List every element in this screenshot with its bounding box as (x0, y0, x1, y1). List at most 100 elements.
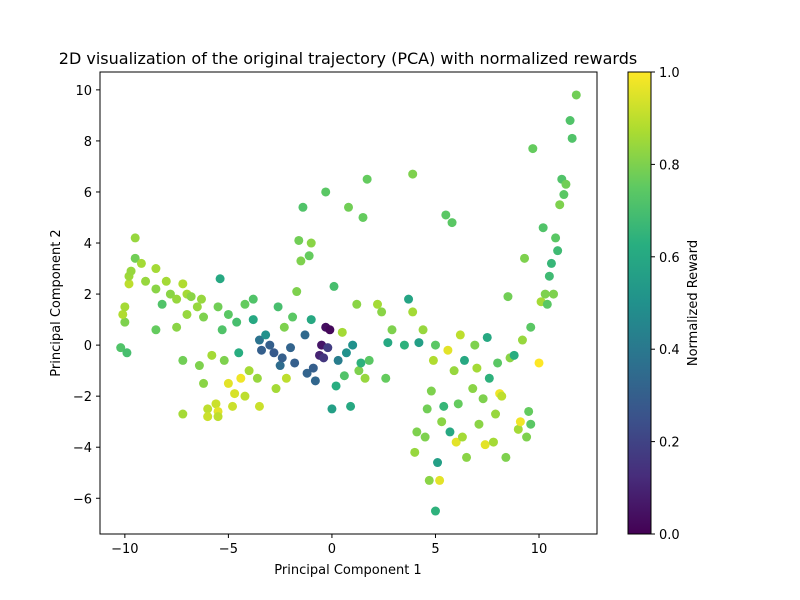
scatter-point-28 (196, 294, 206, 304)
scatter-point-15 (157, 299, 167, 309)
scatter-point-180 (567, 133, 577, 143)
x-axis: −10 −5 0 5 10 (111, 534, 547, 557)
y-tick-label: −6 (73, 492, 92, 507)
scatter-point-30 (199, 312, 209, 322)
scatter-point-96 (348, 340, 358, 350)
x-tick-label: 5 (431, 542, 439, 557)
scatter-point-65 (281, 373, 291, 383)
scatter-point-171 (546, 258, 556, 268)
scatter-point-37 (213, 302, 223, 312)
colorbar: 0.0 0.2 0.4 0.6 0.8 1.0 Normalized Reward (627, 66, 701, 543)
scatter-point-133 (451, 437, 461, 447)
points-layer (116, 90, 581, 516)
scatter-point-175 (555, 200, 565, 210)
x-tick-label: 10 (531, 542, 548, 557)
scatter-point-125 (435, 475, 445, 485)
scatter-point-2 (120, 317, 130, 327)
scatter-point-40 (219, 355, 229, 365)
scatter-point-121 (428, 355, 438, 365)
scatter-point-102 (362, 174, 372, 184)
scatter-point-23 (178, 355, 188, 365)
scatter-point-33 (207, 350, 217, 360)
scatter-point-105 (377, 307, 387, 317)
scatter-point-85 (325, 325, 335, 335)
scatter-point-82 (319, 353, 329, 363)
scatter-point-66 (286, 343, 296, 353)
scatter-point-74 (302, 368, 312, 378)
scatter-point-1 (122, 348, 132, 358)
scatter-point-168 (540, 289, 550, 299)
scatter-point-107 (383, 338, 393, 348)
scatter-point-137 (459, 355, 469, 365)
y-tick-label: −2 (73, 390, 92, 405)
scatter-point-77 (306, 315, 316, 325)
scatter-point-124 (433, 458, 443, 468)
scatter-point-155 (509, 350, 519, 360)
scatter-point-113 (410, 447, 420, 457)
scatter-point-170 (544, 271, 554, 281)
scatter-point-48 (240, 299, 250, 309)
scatter-point-115 (414, 338, 424, 348)
scatter-point-50 (244, 366, 254, 376)
scatter-point-151 (497, 391, 507, 401)
scatter-point-157 (515, 417, 525, 427)
scatter-point-106 (381, 373, 391, 383)
scatter-point-146 (484, 373, 494, 383)
scatter-point-84 (323, 343, 333, 353)
scatter-point-8 (130, 253, 140, 263)
scatter-point-103 (364, 355, 374, 365)
scatter-point-34 (211, 399, 221, 409)
scatter-point-164 (528, 144, 538, 154)
colorbar-tick-label: 0.4 (659, 343, 680, 358)
scatter-point-149 (493, 358, 503, 368)
scatter-point-14 (151, 325, 161, 335)
y-tick-label: 6 (84, 186, 92, 201)
scatter-point-31 (203, 404, 213, 414)
scatter-point-5 (124, 279, 134, 289)
scatter-point-55 (257, 345, 267, 355)
scatter-point-178 (561, 179, 571, 189)
scatter-point-147 (488, 437, 498, 447)
scatter-point-162 (526, 322, 536, 332)
scatter-point-145 (482, 332, 492, 342)
scatter-point-20 (178, 279, 188, 289)
scatter-point-97 (352, 299, 362, 309)
x-tick-label: 0 (328, 542, 336, 557)
scatter-point-116 (418, 325, 428, 335)
scatter-point-160 (522, 432, 532, 442)
scatter-point-7 (126, 266, 136, 276)
colorbar-tick-label: 0.2 (659, 436, 680, 451)
scatter-point-112 (408, 307, 418, 317)
scatter-point-25 (186, 292, 196, 302)
scatter-point-47 (236, 373, 246, 383)
scatter-point-68 (290, 358, 300, 368)
scatter-point-60 (271, 384, 281, 394)
scatter-point-92 (339, 371, 349, 381)
scatter-point-61 (273, 302, 283, 312)
plot-area: −10 −5 0 5 10 −6 −4 −2 0 2 4 6 8 10 (73, 71, 598, 557)
scatter-point-127 (439, 401, 449, 411)
chart-title: 2D visualization of the original traject… (59, 49, 637, 68)
scatter-point-93 (341, 348, 351, 358)
scatter-point-99 (356, 358, 366, 368)
x-axis-label: Principal Component 1 (274, 563, 421, 578)
scatter-point-69 (292, 287, 302, 297)
scatter-point-161 (524, 406, 534, 416)
scatter-point-64 (279, 322, 289, 332)
scatter-point-128 (441, 210, 451, 220)
scatter-point-87 (327, 404, 337, 414)
scatter-point-73 (300, 330, 310, 340)
scatter-point-181 (571, 90, 581, 100)
y-tick-label: 2 (84, 288, 92, 303)
scatter-point-118 (422, 404, 432, 414)
scatter-point-78 (308, 363, 318, 373)
scatter-point-131 (447, 218, 457, 228)
scatter-point-153 (503, 292, 513, 302)
colorbar-tick-label: 0.6 (659, 251, 680, 266)
scatter-point-62 (275, 361, 285, 371)
scatter-point-100 (358, 212, 368, 222)
scatter-point-12 (151, 284, 161, 294)
scatter-point-19 (172, 322, 182, 332)
scatter-point-42 (223, 309, 233, 319)
